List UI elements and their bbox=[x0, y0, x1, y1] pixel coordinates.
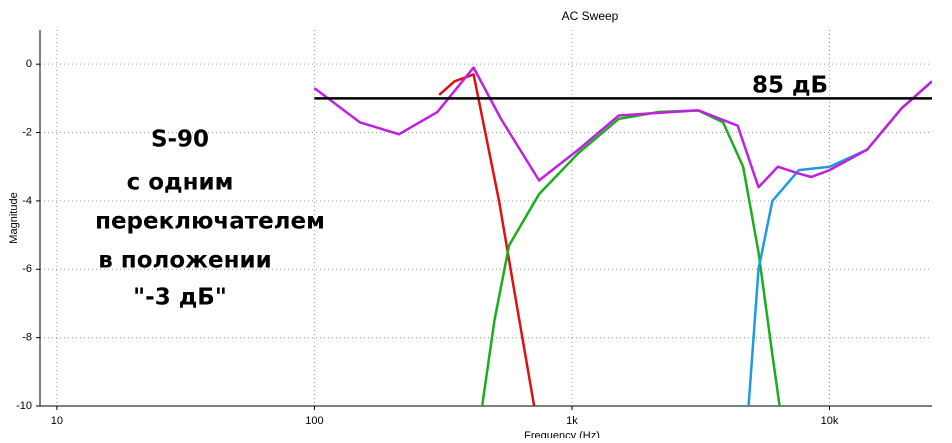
annotation: с одним bbox=[127, 170, 234, 196]
y-tick-label: 0 bbox=[26, 58, 32, 70]
y-tick-label: -8 bbox=[22, 332, 32, 344]
annotation: "-3 дБ" bbox=[133, 285, 227, 311]
y-axis-label: Magnitude bbox=[8, 192, 20, 243]
x-tick-label: 100 bbox=[305, 415, 323, 427]
series-line bbox=[747, 80, 932, 406]
series-line bbox=[313, 66, 932, 189]
y-tick-label: -4 bbox=[22, 195, 32, 207]
x-tick-label: 1k bbox=[566, 415, 578, 427]
x-tick-label: 10 bbox=[51, 415, 63, 427]
y-tick-label: -6 bbox=[22, 263, 32, 275]
x-axis-label: Frequency (Hz) bbox=[524, 430, 600, 438]
annotation: в положении bbox=[98, 248, 272, 274]
x-tick-label: 10k bbox=[821, 415, 839, 427]
y-tick-label: -2 bbox=[22, 126, 32, 138]
y-tick-label: -10 bbox=[16, 400, 32, 412]
annotation: 85 дБ bbox=[752, 73, 828, 99]
series-line bbox=[438, 73, 536, 406]
annotation: S-90 bbox=[151, 127, 209, 153]
annotation: переключателем bbox=[95, 209, 325, 235]
chart-title: AC Sweep bbox=[562, 9, 619, 23]
